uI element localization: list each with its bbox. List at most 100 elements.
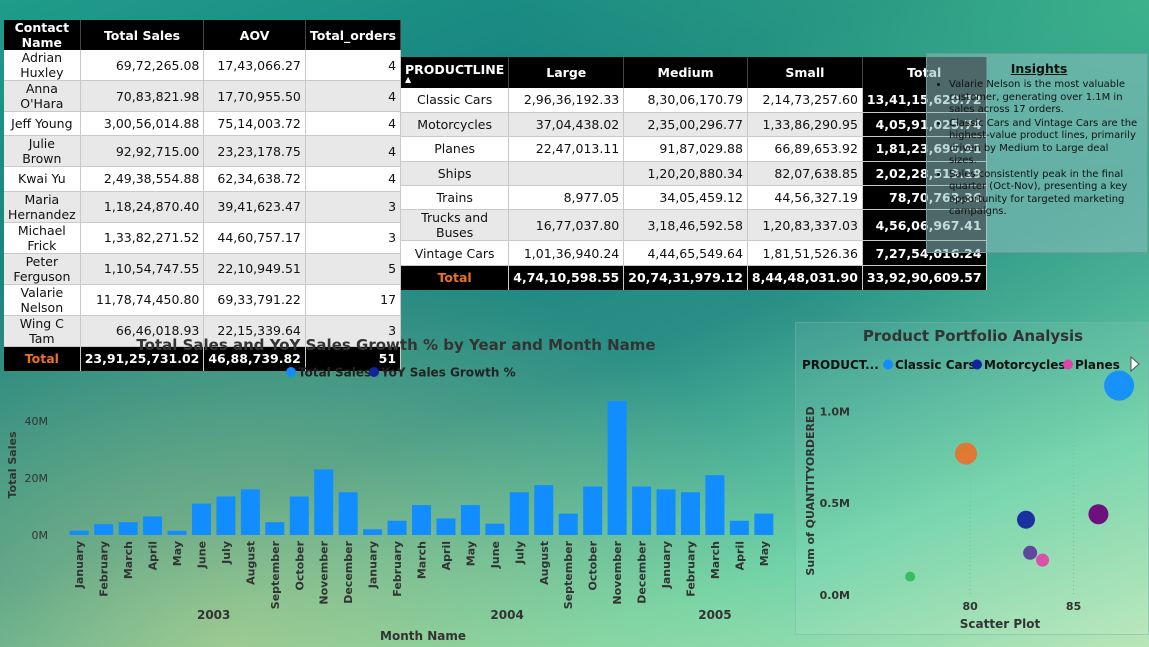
scatter-point[interactable] [955,442,977,465]
col-total-sales[interactable]: Total Sales [80,20,205,50]
col-large[interactable]: Large [508,57,625,88]
bar-y-tick-label: 20M [25,472,49,485]
table-row[interactable]: Michael Frick 1,33,82,271.52 44,60,757.17 3 [4,222,402,254]
sales-bar[interactable] [118,522,138,535]
sales-bar[interactable] [583,486,603,535]
bar-chart-legend[interactable]: Total Sales YoY Sales Growth % [286,366,516,380]
small-cell: 2,14,73,257.60 [747,88,863,113]
sales-bar[interactable] [143,516,163,535]
sort-ascending-icon[interactable]: ▲ [405,74,412,84]
sales-bar[interactable] [729,520,749,535]
scatter-point[interactable] [1104,370,1135,401]
bar-year-label: 2004 [490,608,523,622]
bar-x-tick-label: September [269,540,282,609]
sales-bar[interactable] [460,505,480,535]
contact-name-cell: Wing C Tam [4,315,81,347]
table-row[interactable]: Trucks and Buses 16,77,037.80 3,18,46,592.… [401,209,987,242]
product-portfolio-panel[interactable]: Product Portfolio Analysis PRODUCT... Cl… [795,322,1149,635]
sales-bar[interactable] [705,475,725,535]
sales-bar[interactable] [412,505,432,535]
bar-x-axis-label: Month Name [380,629,466,643]
sales-bar[interactable] [314,469,334,535]
table-row[interactable]: Peter Ferguson 1,10,54,747.55 22,10,949.51… [4,253,402,285]
scatter-legend[interactable]: Classic Cars Motorcycles Planes [883,358,1120,372]
sales-bar[interactable] [69,530,89,535]
contact-name-cell: Julie Brown [4,135,81,168]
sales-bar[interactable] [191,503,211,535]
bar-x-tick-label: March [709,541,722,579]
bar-x-tick-label: December [342,540,355,603]
sales-bar[interactable] [289,496,309,535]
col-small[interactable]: Small [747,57,863,88]
table-row[interactable]: Jeff Young 3,00,56,014.88 75,14,003.72 4 [4,111,402,137]
aov-cell: 39,41,623.47 [203,191,306,223]
table-row[interactable]: Wing C Tam 66,46,018.93 22,15,339.64 3 [4,315,402,347]
productline-header-label: PRODUCTLINE [405,61,505,77]
sales-bar[interactable] [680,492,700,535]
sales-bar[interactable] [656,489,676,535]
table-row[interactable]: Trains8,977.0534,05,459.1244,56,327.1978… [401,185,987,211]
sales-bar[interactable] [338,492,358,535]
sales-bar[interactable] [363,529,383,535]
table-row[interactable]: Motorcycles 37,04,438.02 2,35,00,296.77 1,3… [401,112,987,138]
sales-bar[interactable] [94,524,114,535]
productline-cell: Trucks and Buses [401,209,510,242]
table-row[interactable]: Vintage Cars 1,01,36,940.24 4,44,65,549.64… [401,240,987,266]
product-portfolio-scatter[interactable]: Product Portfolio Analysis PRODUCT... Cl… [796,323,1149,636]
scatter-point[interactable] [1036,553,1050,567]
table-row[interactable]: Anna O'Hara 70,83,821.98 17,70,955.50 4 [4,80,402,112]
table-row[interactable]: Adrian Huxley 69,72,265.08 17,43,066.27 4 [4,50,402,81]
insight-item: Valarie Nelson is the most valuable cust… [949,79,1139,117]
total-sales-cell: 3,00,56,014.88 [80,111,205,137]
sales-bar[interactable] [754,513,774,535]
table-row[interactable]: Classic Cars 2,96,36,192.33 8,30,06,170.79… [401,88,987,113]
bar-x-tick-label: July [513,541,526,565]
medium-cell: 34,05,459.12 [623,185,748,211]
legend-dot-motorcycles [972,359,982,370]
bar-x-tick-label: January [660,541,673,589]
sales-bar[interactable] [216,496,236,535]
col-total-orders[interactable]: Total_orders [305,20,402,50]
sales-bar[interactable] [387,520,407,535]
bar-x-tick-label: October [587,540,600,590]
sales-by-month-chart[interactable]: Total Sales and YoY Sales Growth % by Ye… [0,330,790,647]
sales-bar[interactable] [167,530,187,535]
productline-cell: Ships [401,161,510,187]
large-cell: 2,96,36,192.33 [508,88,625,113]
col-productline[interactable]: PRODUCTLINE ▲ [401,57,510,88]
col-aov[interactable]: AOV [203,20,306,50]
table-row[interactable]: Ships1,20,20,880.3482,07,638.852,02,28,5… [401,161,987,187]
table-row[interactable]: Valarie Nelson 11,78,74,450.80 69,33,791.2… [4,284,402,316]
sales-bar[interactable] [265,522,285,535]
scatter-point[interactable] [1088,504,1109,525]
scatter-point[interactable] [1023,545,1038,560]
total-sales-cell: 92,92,715.00 [80,135,205,168]
scatter-point[interactable] [1017,510,1035,529]
sales-bar[interactable] [607,401,627,535]
contact-name-cell: Anna O'Hara [4,80,81,112]
contact-name-cell: Michael Frick [4,222,81,254]
total-orders-cell: 3 [305,191,402,223]
sales-bar[interactable] [558,513,578,535]
total-sales-cell: 2,49,38,554.88 [80,166,205,192]
bar-x-tick-label: February [684,541,697,597]
col-medium[interactable]: Medium [623,57,748,88]
sales-bar[interactable] [436,518,456,535]
table-row[interactable]: Planes 22,47,013.11 91,87,029.88 66,89,653.… [401,136,987,162]
sales-bar[interactable] [509,492,529,535]
table-row[interactable]: Kwai Yu 2,49,38,554.88 62,34,638.72 4 [4,166,402,192]
medium-cell: 3,18,46,592.58 [623,209,748,242]
scatter-point[interactable] [905,571,916,582]
bar-x-tick-label: April [147,541,160,570]
sales-bar[interactable] [534,485,554,535]
col-contact-name[interactable]: Contact Name [4,20,81,50]
aov-cell: 69,33,791.22 [203,284,306,316]
sales-bar[interactable] [240,489,260,535]
medium-cell: 4,44,65,549.64 [623,240,748,266]
table-row[interactable]: Maria Hernandez 1,18,24,870.40 39,41,623.4… [4,191,402,223]
table-row[interactable]: Julie Brown 92,92,715.00 23,23,178.75 4 [4,135,402,168]
productline-cell: Trains [401,185,510,211]
sales-bar[interactable] [632,486,652,535]
sales-bar[interactable] [485,523,505,535]
legend-next-icon[interactable] [1130,355,1140,373]
